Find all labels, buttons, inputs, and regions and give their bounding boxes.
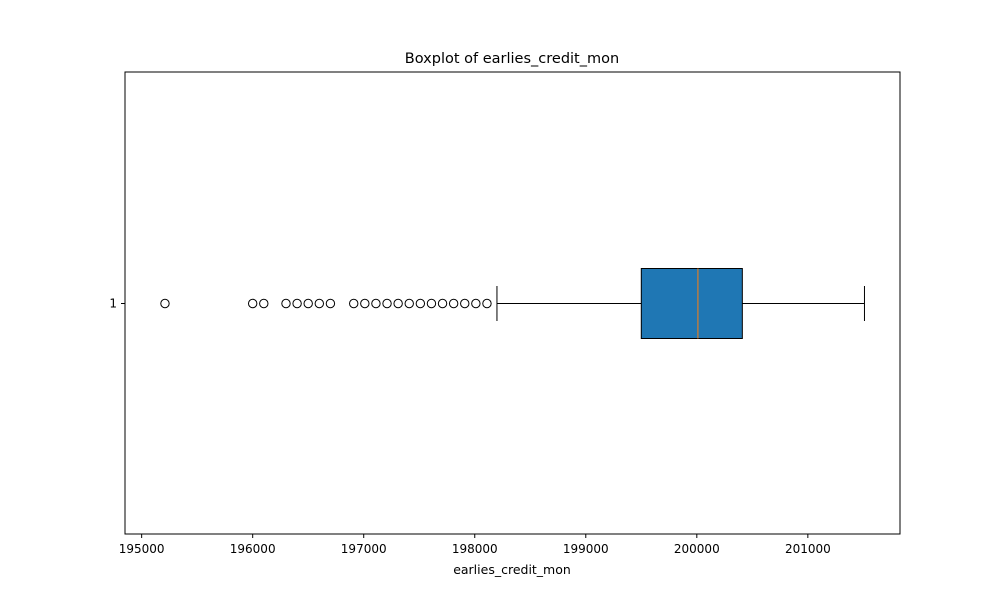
- x-tick-label: 197000: [341, 542, 387, 556]
- outlier-point: [303, 298, 313, 309]
- outlier-point: [360, 298, 370, 309]
- chart-title: Boxplot of earlies_credit_mon: [405, 51, 619, 67]
- outlier-point: [460, 298, 470, 309]
- outlier-point: [160, 298, 170, 309]
- x-axis: 195000 196000 197000 198000 199000 200000 2010…: [119, 534, 831, 556]
- x-tick-label: 196000: [230, 542, 276, 556]
- outlier-point: [393, 298, 403, 309]
- outlier-point: [448, 298, 459, 309]
- outlier-point: [292, 298, 302, 309]
- x-axis-label: earlies_credit_mon: [453, 562, 571, 577]
- outlier-point: [471, 298, 481, 309]
- plot-area: [160, 268, 865, 339]
- x-tick-label: 201000: [785, 542, 831, 556]
- outlier-point: [259, 298, 269, 309]
- outlier-point: [371, 298, 381, 309]
- outlier-point: [325, 298, 336, 309]
- outlier-point: [247, 298, 258, 309]
- outlier-point: [415, 298, 426, 309]
- x-tick-label: 200000: [674, 542, 720, 556]
- x-tick-label: 195000: [119, 542, 165, 556]
- outlier-point: [426, 298, 437, 309]
- outlier-point: [482, 298, 492, 309]
- x-tick-label: 199000: [563, 542, 609, 556]
- outlier-point: [437, 298, 448, 309]
- x-tick-label: 198000: [452, 542, 498, 556]
- y-tick-label: 1: [109, 297, 117, 311]
- outlier-point: [349, 298, 359, 309]
- y-axis: 1: [109, 297, 125, 311]
- outlier-point: [382, 298, 392, 309]
- outlier-point: [314, 298, 325, 309]
- outlier-point: [404, 298, 414, 309]
- iqr-box: [640, 268, 743, 339]
- outlier-point: [281, 298, 291, 309]
